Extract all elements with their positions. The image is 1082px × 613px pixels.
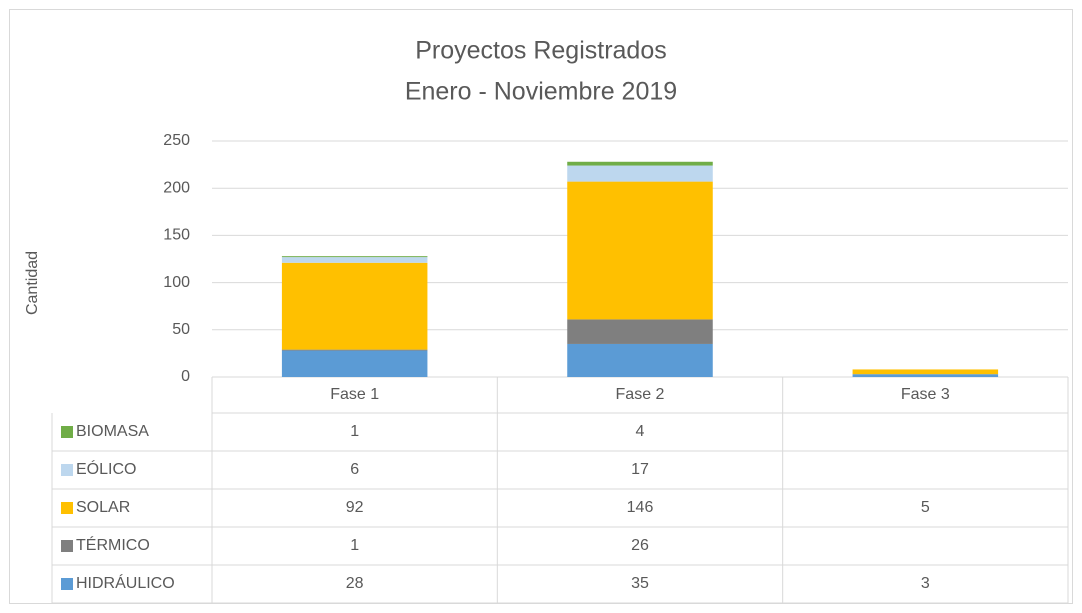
bar-segment <box>281 257 428 263</box>
legend-key <box>61 502 73 514</box>
bar-segment <box>852 369 999 375</box>
chart-subtitle: Enero - Noviembre 2019 <box>405 78 677 106</box>
legend-label: EÓLICO <box>76 459 136 478</box>
table-value: 6 <box>350 461 359 478</box>
x-tick-label: Fase 1 <box>330 386 379 403</box>
bar-segment <box>281 262 428 350</box>
table-value: 3 <box>921 575 930 592</box>
table-value: 17 <box>631 461 649 478</box>
bar-segment <box>567 181 713 320</box>
legend-label: BIOMASA <box>76 423 149 440</box>
bar-segment <box>567 161 713 166</box>
table-value: 5 <box>921 499 930 516</box>
table-value: 146 <box>627 499 654 516</box>
bar-segment <box>567 343 713 377</box>
table-value: 1 <box>350 537 359 554</box>
table-value: 26 <box>631 537 649 554</box>
y-tick-label: 100 <box>163 274 190 291</box>
bar-segment <box>281 256 428 258</box>
table-value: 4 <box>636 423 645 440</box>
legend-label: SOLAR <box>76 499 130 516</box>
bar-segment <box>281 350 428 377</box>
y-tick-label: 150 <box>163 227 190 244</box>
legend-label: HIDRÁULICO <box>76 573 175 592</box>
bar-segment <box>567 319 713 344</box>
table-value: 1 <box>350 423 359 440</box>
table-value: 92 <box>346 499 364 516</box>
bar-segment <box>281 349 428 351</box>
legend-key <box>61 578 73 590</box>
y-tick-label: 50 <box>172 321 190 338</box>
bar-segment <box>852 374 999 377</box>
legend-key <box>61 464 73 476</box>
legend-key <box>61 426 73 438</box>
legend-key <box>61 540 73 552</box>
y-tick-label: 200 <box>163 179 190 196</box>
y-tick-label: 250 <box>163 132 190 149</box>
legend-label: TÉRMICO <box>76 535 150 554</box>
y-tick-label: 0 <box>181 368 190 385</box>
chart-title: Proyectos Registrados <box>415 37 667 65</box>
x-tick-label: Fase 2 <box>616 386 665 403</box>
y-axis-label: Cantidad <box>24 251 41 315</box>
chart-border <box>9 9 1073 604</box>
table-value: 28 <box>346 575 364 592</box>
bar-segment <box>567 165 713 182</box>
x-tick-label: Fase 3 <box>901 386 950 403</box>
table-value: 35 <box>631 575 649 592</box>
